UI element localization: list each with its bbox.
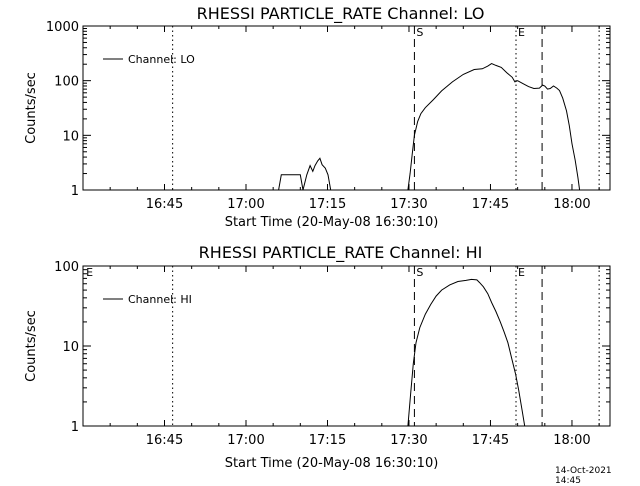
x-tick-label-lo: 17:00 (227, 197, 264, 212)
marker-label-hi: E (518, 266, 525, 279)
y-tick-label-hi: 1 (71, 420, 79, 435)
x-tick-label-lo: 17:30 (390, 197, 427, 212)
marker-label-hi: S (416, 266, 423, 279)
x-tick-label-hi: 16:45 (146, 433, 183, 448)
x-tick-label-hi: 18:00 (553, 433, 590, 448)
x-tick-label-hi: 17:15 (309, 433, 346, 448)
y-tick-label-lo: 100 (54, 75, 79, 90)
x-axis-label-lo: Start Time (20-May-08 16:30:10) (225, 215, 439, 230)
chart-title-lo: RHESSI PARTICLE_RATE Channel: LO (197, 4, 485, 24)
plot-frame-lo (83, 26, 610, 190)
x-tick-label-hi: 17:00 (227, 433, 264, 448)
y-tick-label-hi: 10 (62, 340, 79, 355)
y-axis-label-lo: Counts/sec (24, 72, 39, 144)
y-axis-label-hi: Counts/sec (24, 310, 39, 382)
marker-label-lo: S (416, 26, 423, 39)
y-tick-label-lo: 1 (71, 184, 79, 199)
x-tick-label-lo: 18:00 (553, 197, 590, 212)
date-stamp: 14-Oct-2021 14:45 (555, 466, 640, 486)
x-axis-label-hi: Start Time (20-May-08 16:30:10) (225, 456, 439, 471)
plot-frame-hi (83, 266, 610, 426)
legend-label-hi: Channel: HI (128, 293, 192, 306)
series-line-lo (279, 64, 580, 190)
x-tick-label-hi: 17:30 (390, 433, 427, 448)
x-tick-label-hi: 17:45 (472, 433, 509, 448)
chart-title-hi: RHESSI PARTICLE_RATE Channel: HI (199, 243, 483, 263)
legend-label-lo: Channel: LO (128, 53, 195, 66)
y-tick-label-lo: 1000 (46, 20, 79, 35)
x-tick-label-lo: 17:15 (309, 197, 346, 212)
x-tick-label-lo: 17:45 (472, 197, 509, 212)
y-tick-label-hi: 100 (54, 260, 79, 275)
marker-label-lo: E (518, 26, 525, 39)
marker-label-hi: E (86, 266, 93, 279)
y-tick-label-lo: 10 (62, 129, 79, 144)
series-line-hi (408, 279, 525, 426)
x-tick-label-lo: 16:45 (146, 197, 183, 212)
